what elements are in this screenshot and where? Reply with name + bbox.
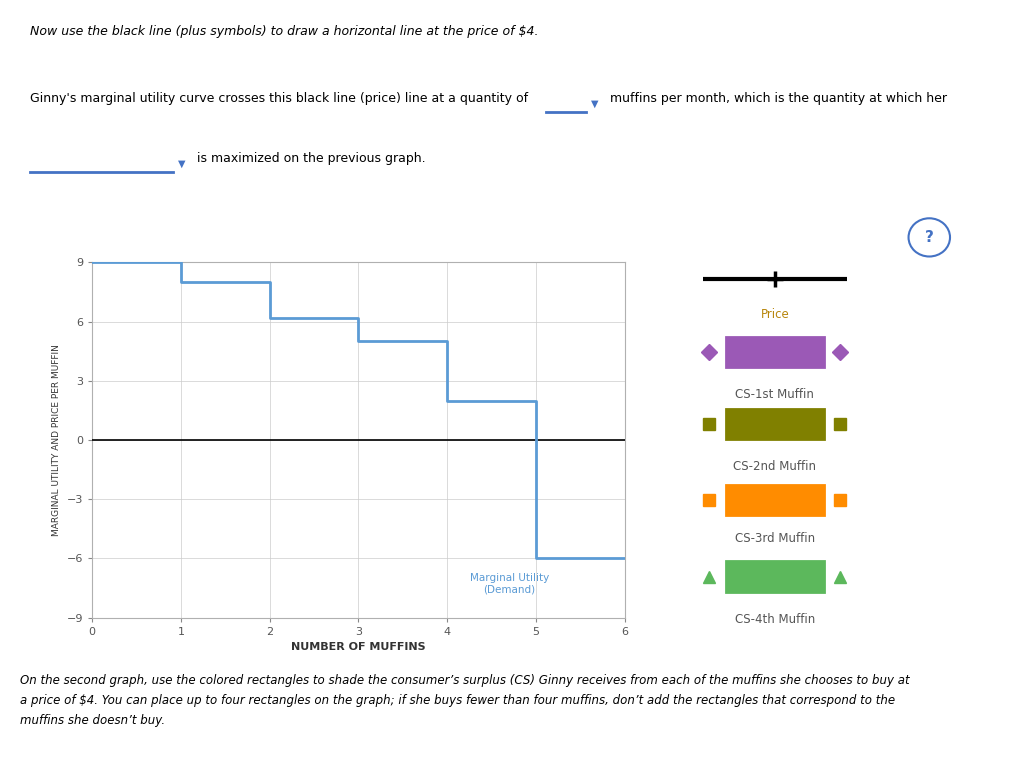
Text: Now use the black line (plus symbols) to draw a horizontal line at the price of : Now use the black line (plus symbols) to… <box>31 25 539 39</box>
Text: CS-1st Muffin: CS-1st Muffin <box>735 388 814 401</box>
Text: CS-4th Muffin: CS-4th Muffin <box>734 613 815 625</box>
Y-axis label: MARGINAL UTILITY AND PRICE PER MUFFIN: MARGINAL UTILITY AND PRICE PER MUFFIN <box>52 344 61 536</box>
Text: CS-3rd Muffin: CS-3rd Muffin <box>734 533 815 545</box>
Text: ▼: ▼ <box>178 159 185 169</box>
Text: Marginal Utility
(Demand): Marginal Utility (Demand) <box>470 574 549 595</box>
FancyBboxPatch shape <box>726 486 824 516</box>
Text: muffins per month, which is the quantity at which her: muffins per month, which is the quantity… <box>610 92 947 105</box>
FancyBboxPatch shape <box>726 337 824 367</box>
FancyBboxPatch shape <box>726 561 824 591</box>
Text: On the second graph, use the colored rectangles to shade the consumer’s surplus : On the second graph, use the colored rec… <box>20 674 910 726</box>
FancyBboxPatch shape <box>726 409 824 439</box>
Text: Ginny's marginal utility curve crosses this black line (price) line at a quantit: Ginny's marginal utility curve crosses t… <box>31 92 528 105</box>
Text: ▼: ▼ <box>591 99 598 109</box>
Text: ?: ? <box>925 230 934 245</box>
Text: is maximized on the previous graph.: is maximized on the previous graph. <box>198 152 426 165</box>
Text: CS-2nd Muffin: CS-2nd Muffin <box>733 460 816 473</box>
Text: Price: Price <box>761 307 790 320</box>
X-axis label: NUMBER OF MUFFINS: NUMBER OF MUFFINS <box>291 642 426 652</box>
